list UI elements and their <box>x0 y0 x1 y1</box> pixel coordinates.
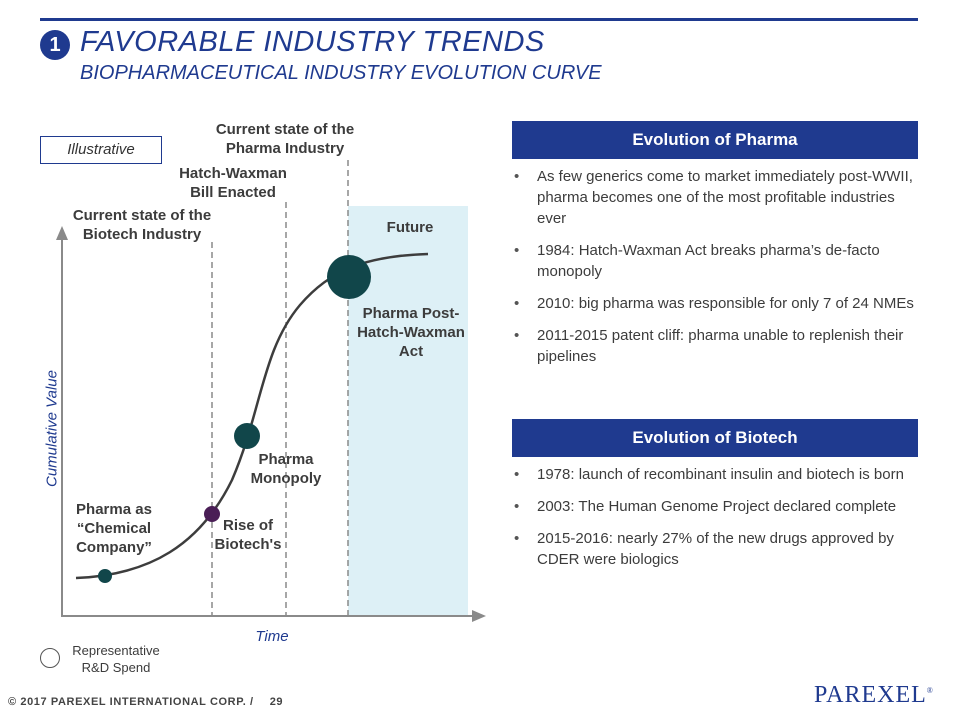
biotech-rise-marker <box>204 506 220 522</box>
header-rule <box>40 18 918 21</box>
pharma-panel-heading: Evolution of Pharma <box>512 121 918 159</box>
pharma-bullet: 2010: big pharma was responsible for onl… <box>512 293 922 314</box>
legend-circle-icon <box>40 648 60 668</box>
biotech-bullet: 2003: The Human Genome Project declared … <box>512 496 922 517</box>
label-pharma-monopoly: Pharma Monopoly <box>250 451 322 487</box>
logo-registered-mark: ® <box>926 686 933 695</box>
y-axis-label: Cumulative Value <box>43 370 61 488</box>
page-number: 29 <box>269 696 284 708</box>
label-chemical-company: Pharma as “Chemical Company” <box>76 501 152 556</box>
pharma-monopoly-marker <box>234 423 260 449</box>
section-number-badge: 1 <box>40 30 70 60</box>
post-hatch-waxman-marker <box>327 255 371 299</box>
logo-text: PAREXEL <box>814 682 927 708</box>
x-axis-arrow <box>472 610 486 622</box>
pharma-bullet: 2011-2015 patent cliff: pharma unable to… <box>512 325 922 367</box>
label-pharma-current-state: Current state of the Pharma Industry <box>215 121 355 157</box>
page-title: FAVORABLE INDUSTRY TRENDS <box>80 26 545 58</box>
biotech-bullet: 2015-2016: nearly 27% of the new drugs a… <box>512 528 922 570</box>
biotech-bullet-list: 1978: launch of recombinant insulin and … <box>512 464 922 581</box>
x-axis-label: Time <box>255 628 289 645</box>
pharma-bullet: 1984: Hatch-Waxman Act breaks pharma’s d… <box>512 240 922 282</box>
pharma-bullet: As few generics come to market immediate… <box>512 166 922 229</box>
illustrative-tag: Illustrative <box>40 136 162 164</box>
pharma-bullet-list: As few generics come to market immediate… <box>512 166 922 378</box>
label-biotech-rise: Rise of Biotech's <box>214 517 282 553</box>
chemical-company-marker <box>98 569 112 583</box>
copyright-text: © 2017 PAREXEL INTERNATIONAL CORP. / <box>8 696 254 708</box>
parexel-logo: PAREXEL® <box>814 682 933 709</box>
y-axis-arrow <box>56 226 68 240</box>
footer: © 2017 PAREXEL INTERNATIONAL CORP. / 29 <box>8 696 283 708</box>
label-future: Future <box>386 219 434 236</box>
label-pharma-post-hw: Pharma Post-Hatch-Waxman Act <box>357 305 465 360</box>
biotech-bullet: 1978: launch of recombinant insulin and … <box>512 464 922 485</box>
page-subtitle: BIOPHARMACEUTICAL INDUSTRY EVOLUTION CUR… <box>80 62 602 84</box>
legend-label: Representative R&D Spend <box>72 643 160 675</box>
label-hatch-waxman: Hatch-Waxman Bill Enacted <box>179 165 287 201</box>
biotech-panel-heading: Evolution of Biotech <box>512 419 918 457</box>
label-biotech-current-state: Current state of the Biotech Industry <box>72 207 212 243</box>
